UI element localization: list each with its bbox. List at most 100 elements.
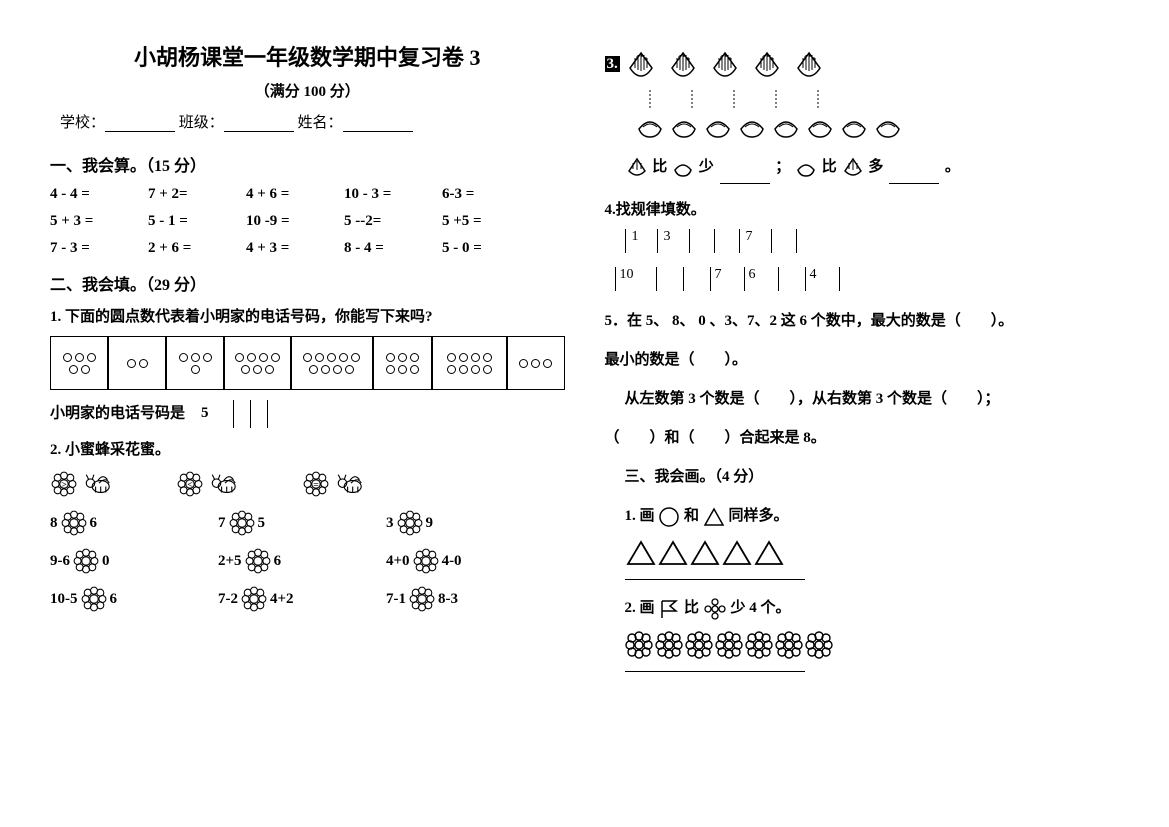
student-info: 学校： 班级： 姓名： xyxy=(50,111,565,132)
triangle-icon xyxy=(753,539,785,567)
chestnut-open-icon xyxy=(769,113,803,141)
flower-icon: > xyxy=(50,470,78,498)
blank-field[interactable] xyxy=(889,170,939,184)
compare-block: 8 67 53 99-6 02+5 64+0 xyxy=(50,509,565,613)
flower-row xyxy=(605,631,1120,659)
svg-text:<: < xyxy=(187,480,193,491)
dotted-line-icon xyxy=(815,90,821,108)
triangle-icon xyxy=(625,539,657,567)
subtitle: （满分 100 分） xyxy=(50,80,565,101)
flower-icon xyxy=(240,585,268,613)
phone-answer-line: 小明家的电话号码是 5 xyxy=(50,400,565,428)
ruler-segment xyxy=(771,229,797,253)
t: 多 xyxy=(868,159,883,175)
calc-item: 10 -9 = xyxy=(246,213,316,230)
draw-blank-2[interactable] xyxy=(625,671,805,672)
ruler-segment xyxy=(778,267,805,291)
calc-item: 8 - 4 = xyxy=(344,240,414,257)
chestnut-closed-icon xyxy=(841,157,865,179)
flower-icon xyxy=(625,631,653,659)
chestnut-closed-icon xyxy=(625,157,649,179)
ruler-2: 10764 xyxy=(615,267,1120,291)
ruler-segment: 3 xyxy=(657,229,689,253)
dot-cell xyxy=(507,336,565,390)
chestnut-open-icon xyxy=(633,113,667,141)
chestnut-bottom-row xyxy=(605,90,1120,141)
chestnut-open-icon xyxy=(803,113,837,141)
school-label: 学校： xyxy=(60,115,105,131)
ruler-segment xyxy=(714,229,739,253)
compare-item: 7-1 8-3 xyxy=(386,585,516,613)
q5-line4: （ ）和（ ）合起来是 8。 xyxy=(605,422,1120,455)
ruler-segment: 7 xyxy=(739,229,771,253)
dot-table xyxy=(50,336,565,390)
flag-icon xyxy=(658,598,680,620)
q2-text: 2. 小蜜蜂采花蜜。 xyxy=(50,438,565,459)
compare-item: 2+5 6 xyxy=(218,547,348,575)
calc-item: 5 --2= xyxy=(344,213,414,230)
flower-icon xyxy=(72,547,100,575)
name-blank[interactable] xyxy=(343,118,413,132)
left-column: 小胡杨课堂一年级数学期中复习卷 3 （满分 100 分） 学校： 班级： 姓名：… xyxy=(50,40,565,787)
q5-line2: 最小的数是（ ）。 xyxy=(605,344,1120,377)
ruler-segment: 4 xyxy=(805,267,840,291)
chestnut-open-icon xyxy=(871,113,905,141)
draw-blank-1[interactable] xyxy=(625,579,805,580)
bee-operator: > xyxy=(50,469,116,499)
dot-cell xyxy=(432,336,506,390)
calc-item: 2 + 6 = xyxy=(148,240,218,257)
section-3-heading: 三、我会画。（4 分） xyxy=(605,461,1120,494)
t: ； xyxy=(775,159,790,175)
circle-icon xyxy=(658,506,680,528)
t: 比 xyxy=(684,600,699,616)
school-blank[interactable] xyxy=(105,118,175,132)
svg-text:>: > xyxy=(61,480,67,491)
t: 1. 画 xyxy=(625,508,655,524)
t: 比 xyxy=(822,159,837,175)
name-label: 姓名： xyxy=(298,115,343,131)
ruler-segment: 7 xyxy=(710,267,744,291)
blank-field[interactable] xyxy=(720,170,770,184)
flower-icon xyxy=(775,631,803,659)
ruler-segment: 1 xyxy=(625,229,657,253)
q5-line3: 从左数第 3 个数是（ ），从右数第 3 个数是（ ）； xyxy=(605,383,1120,416)
flower-icon xyxy=(685,631,713,659)
flower-icon xyxy=(805,631,833,659)
dotted-line-icon xyxy=(773,90,779,108)
dotted-line-icon xyxy=(689,90,695,108)
calc-item: 7 - 3 = xyxy=(50,240,120,257)
flower-icon xyxy=(408,585,436,613)
chestnut-closed-icon xyxy=(666,50,700,80)
q3-num: 3. xyxy=(605,56,620,72)
chestnut-open-icon xyxy=(794,158,818,178)
class-blank[interactable] xyxy=(224,118,294,132)
dotted-line-icon xyxy=(731,90,737,108)
flower-icon xyxy=(80,585,108,613)
flower-icon: = xyxy=(302,470,330,498)
chestnut-open-icon xyxy=(667,113,701,141)
s3-q1: 1. 画 和 同样多。 xyxy=(605,500,1120,533)
chestnut-closed-icon xyxy=(708,50,742,80)
calc-item: 4 + 3 = xyxy=(246,240,316,257)
calc-item: 4 - 4 = xyxy=(50,186,120,203)
s3-q2: 2. 画 比 少 4 个。 xyxy=(605,592,1120,625)
calc-item: 10 - 3 = xyxy=(344,186,414,203)
dot-cell xyxy=(373,336,433,390)
bee-operator: < xyxy=(176,469,242,499)
t: 同样多。 xyxy=(729,508,789,524)
bee-operator: = xyxy=(302,469,368,499)
ruler-segment xyxy=(689,229,714,253)
dot-cell xyxy=(50,336,108,390)
chestnut-open-icon xyxy=(735,113,769,141)
q3-fill-line: 比 少 ； 比 多 。 xyxy=(605,151,1120,184)
bee-operator-row: > < = xyxy=(50,469,565,499)
section-2-heading: 二、我会填。（29 分） xyxy=(50,271,565,295)
compare-item: 4+0 4-0 xyxy=(386,547,516,575)
compare-item: 7 5 xyxy=(218,509,348,537)
triangle-row xyxy=(605,539,1120,567)
chestnut-closed-icon xyxy=(750,50,784,80)
t: 2. 画 xyxy=(625,600,655,616)
right-column: 3. 比 少 ； 比 多 。 4.找规律填数。 137 10764 5．在 5、… xyxy=(605,40,1120,787)
page-title: 小胡杨课堂一年级数学期中复习卷 3 xyxy=(50,40,565,72)
ruler-1: 13 7 xyxy=(625,229,1120,253)
